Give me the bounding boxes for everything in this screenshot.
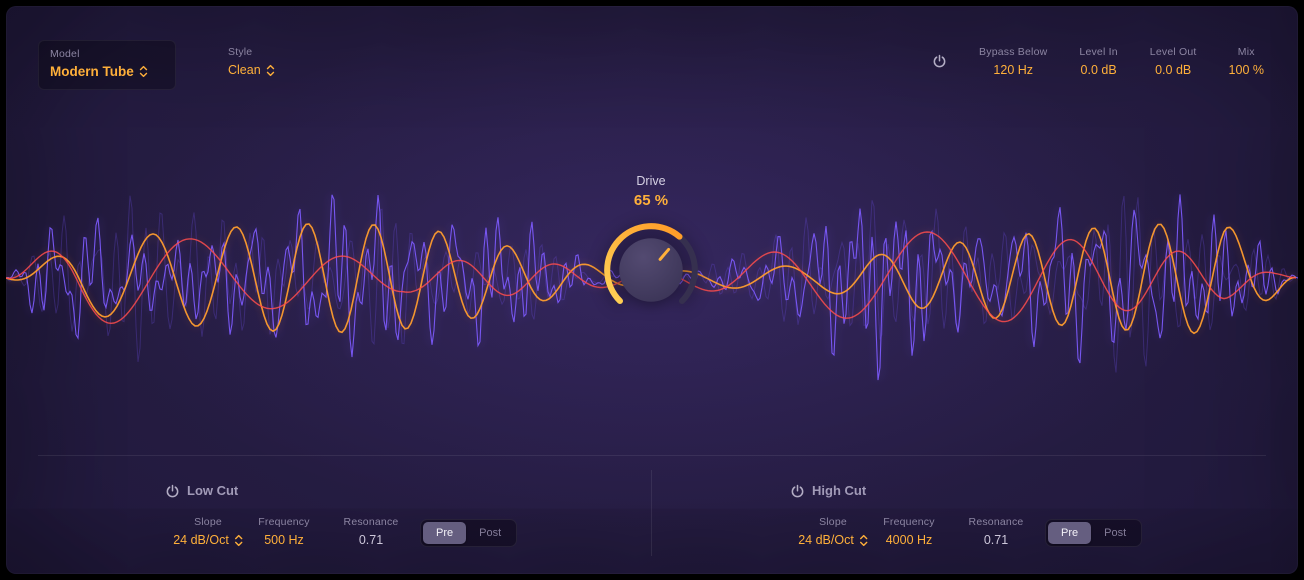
frequency-label: Frequency [258,516,310,528]
resonance-label: Resonance [343,516,399,528]
mix-label: Mix [1237,46,1255,58]
knob-pointer-icon [658,247,671,261]
resonance-value: 0.71 [358,533,384,547]
style-value: Clean [228,63,261,77]
slope-value: 24 dB/Oct [173,533,229,547]
slope-label: Slope [194,516,222,528]
slope-label: Slope [819,516,847,528]
high-cut-resonance-control[interactable]: Resonance 0.71 [969,516,1024,547]
low-cut-power-button[interactable] [165,484,180,499]
high-cut-power-button[interactable] [790,484,805,499]
level-out-value: 0.0 dB [1155,63,1192,77]
header-stats: Bypass Below 120 Hz Level In 0.0 dB Leve… [932,46,1264,77]
drive-knob[interactable] [595,214,707,326]
level-in-label: Level In [1079,46,1118,58]
low-cut-slope-control[interactable]: Slope 24 dB/Oct [173,516,243,547]
low-cut-section: Low Cut Slope 24 dB/Oct Frequency 500 Hz… [156,478,676,568]
post-button[interactable]: Post [466,522,514,544]
pre-button[interactable]: Pre [1048,522,1092,544]
high-cut-section: High Cut Slope 24 dB/Oct Frequency 4000 … [781,478,1298,568]
level-in-control[interactable]: Level In 0.0 dB [1079,46,1117,77]
style-select[interactable]: Style Clean [228,46,275,77]
post-button[interactable]: Post [1091,522,1139,544]
chevron-updown-icon [859,534,867,546]
pre-button[interactable]: Pre [423,522,467,544]
resonance-value: 0.71 [983,533,1009,547]
slope-value: 24 dB/Oct [798,533,854,547]
horizontal-divider [38,455,1266,456]
mix-value: 100 % [1228,63,1264,77]
bypass-below-label: Bypass Below [979,46,1048,58]
level-out-control[interactable]: Level Out 0.0 dB [1150,46,1197,77]
drive-label: Drive [636,174,666,188]
high-cut-slope-control[interactable]: Slope 24 dB/Oct [798,516,868,547]
high-cut-frequency-control[interactable]: Frequency 4000 Hz [883,516,934,547]
frequency-value: 500 Hz [264,533,304,547]
low-cut-frequency-control[interactable]: Frequency 500 Hz [258,516,309,547]
saturation-plugin-panel: Model Modern Tube Style Clean [6,6,1298,574]
bypass-power-button[interactable] [932,54,947,69]
level-in-value: 0.0 dB [1080,63,1117,77]
frequency-label: Frequency [883,516,935,528]
high-cut-routing-toggle: Pre Post [1045,519,1143,547]
chevron-updown-icon [139,65,147,78]
model-label: Model [50,48,80,60]
mix-control[interactable]: Mix 100 % [1229,46,1264,77]
low-cut-routing-toggle: Pre Post [420,519,518,547]
high-cut-title: High Cut [812,483,867,498]
model-value: Modern Tube [50,64,134,79]
vertical-divider [651,470,652,556]
drive-value[interactable]: 65 % [633,192,669,209]
low-cut-resonance-control[interactable]: Resonance 0.71 [344,516,399,547]
chevron-updown-icon [266,64,274,76]
bypass-below-value: 120 Hz [993,63,1034,77]
low-cut-title: Low Cut [187,483,239,498]
frequency-value: 4000 Hz [885,533,933,547]
knob-body[interactable] [619,238,683,302]
model-select[interactable]: Model Modern Tube [38,40,176,90]
level-out-label: Level Out [1149,46,1197,58]
drive-control: Drive 65 % [595,174,707,326]
style-label: Style [228,46,253,58]
resonance-label: Resonance [968,516,1024,528]
bypass-below-control[interactable]: Bypass Below 120 Hz [979,46,1047,77]
chevron-updown-icon [234,534,242,546]
